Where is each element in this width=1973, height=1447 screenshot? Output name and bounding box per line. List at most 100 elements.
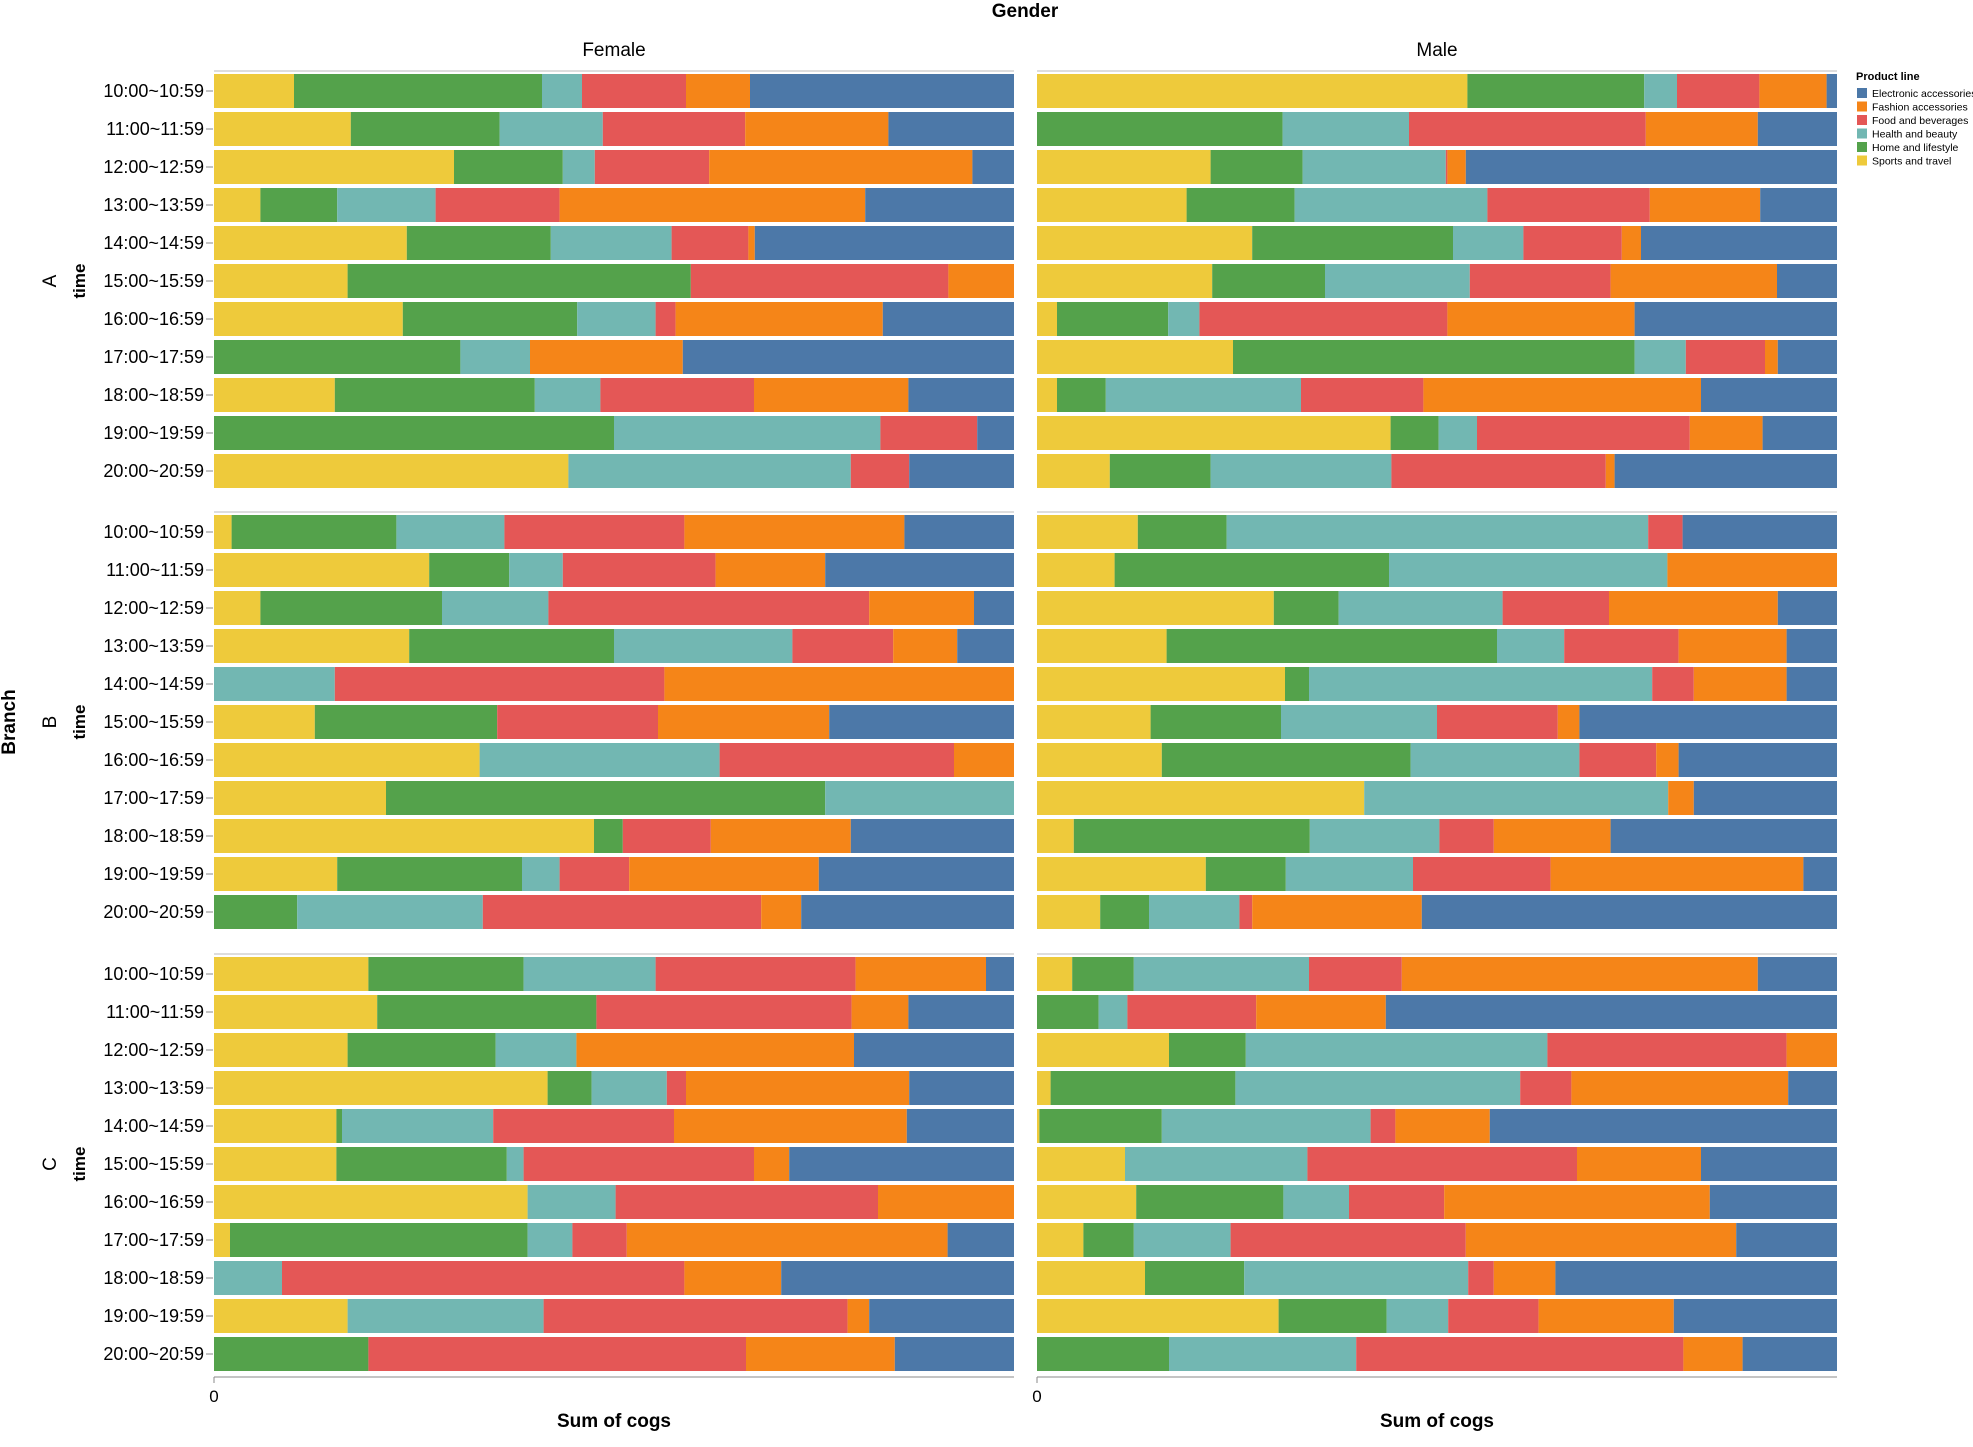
bar-segment-food-and-beverages	[1349, 1185, 1445, 1219]
bar-segment-food-and-beverages	[719, 743, 954, 777]
bar-segment-fashion-accessories	[674, 1109, 907, 1143]
bar-segment-home-and-lifestyle	[1073, 819, 1310, 853]
bar-segment-fashion-accessories	[1667, 553, 1837, 587]
bar-segment-health-and-beauty	[506, 1147, 524, 1181]
bar-segment-sports-and-travel	[1037, 895, 1101, 929]
bar-segment-electronic-accessories	[1555, 1261, 1837, 1295]
bar-segment-health-and-beauty	[1283, 1185, 1349, 1219]
bar-segment-fashion-accessories	[1571, 1071, 1789, 1105]
bar-segment-sports-and-travel	[1037, 1261, 1145, 1295]
bar-segment-sports-and-travel	[214, 226, 407, 260]
bar-segment-electronic-accessories	[1465, 150, 1837, 184]
bar-segment-sports-and-travel	[214, 74, 294, 108]
bar-segment-food-and-beverages	[1648, 515, 1683, 549]
bar-segment-sports-and-travel	[214, 1071, 548, 1105]
bar-segment-food-and-beverages	[690, 264, 949, 298]
bar-segment-fashion-accessories	[1610, 264, 1777, 298]
bar-segment-sports-and-travel	[1037, 629, 1167, 663]
bar-segment-fashion-accessories	[709, 150, 973, 184]
bar-segment-health-and-beauty	[527, 1223, 573, 1257]
bar-segment-electronic-accessories	[850, 819, 1014, 853]
bar-segment-sports-and-travel	[214, 743, 480, 777]
bar-segment-home-and-lifestyle	[214, 895, 298, 929]
bar-segment-home-and-lifestyle	[406, 226, 551, 260]
panel-a-male	[1037, 70, 1837, 488]
bar-segment-food-and-beverages	[1301, 378, 1424, 412]
bar-segment-health-and-beauty	[534, 378, 601, 412]
bar-segment-health-and-beauty	[542, 74, 582, 108]
bar-segment-health-and-beauty	[1282, 112, 1409, 146]
bar-segment-sports-and-travel	[1037, 857, 1206, 891]
bar-segment-electronic-accessories	[1693, 781, 1837, 815]
bar-segment-health-and-beauty	[1309, 819, 1440, 853]
bar-segment-food-and-beverages	[1579, 743, 1657, 777]
bar-segment-home-and-lifestyle	[1057, 302, 1169, 336]
bar-segment-fashion-accessories	[1759, 74, 1827, 108]
bar-segment-health-and-beauty	[1389, 553, 1668, 587]
bar-segment-home-and-lifestyle	[409, 629, 614, 663]
bar-segment-home-and-lifestyle	[1161, 743, 1411, 777]
bar-segment-home-and-lifestyle	[1186, 188, 1295, 222]
y-tick-label: 17:00~17:59	[103, 347, 204, 367]
bar-segment-food-and-beverages	[1468, 1261, 1494, 1295]
bar-segment-food-and-beverages	[615, 1185, 878, 1219]
bar-segment-food-and-beverages	[600, 378, 754, 412]
bar-segment-health-and-beauty	[1338, 591, 1503, 625]
bar-segment-food-and-beverages	[1652, 667, 1694, 701]
bar-segment-sports-and-travel	[214, 264, 348, 298]
bar-segment-sports-and-travel	[1037, 553, 1115, 587]
bar-segment-home-and-lifestyle	[1278, 1299, 1387, 1333]
bar-segment-home-and-lifestyle	[1037, 112, 1283, 146]
bar-segment-food-and-beverages	[622, 819, 711, 853]
bar-segment-fashion-accessories	[1423, 378, 1701, 412]
bar-segment-home-and-lifestyle	[260, 188, 338, 222]
legend-label: Sports and travel	[1872, 156, 1951, 168]
bar-segment-fashion-accessories	[1683, 1337, 1743, 1371]
bar-segment-health-and-beauty	[614, 416, 881, 450]
bar-segment-sports-and-travel	[1037, 515, 1138, 549]
y-tick-label: 11:00~11:59	[106, 1002, 204, 1022]
panel-b-female	[214, 511, 1014, 929]
bar-segment-electronic-accessories	[977, 416, 1014, 450]
bar-segment-fashion-accessories	[1786, 1033, 1837, 1067]
bar-segment-food-and-beverages	[1677, 74, 1760, 108]
bar-segment-sports-and-travel	[1037, 150, 1211, 184]
legend-label: Home and lifestyle	[1872, 142, 1959, 154]
bar-segment-fashion-accessories	[1252, 895, 1422, 929]
bar-segment-fashion-accessories	[746, 1337, 895, 1371]
bar-segment-electronic-accessories	[1579, 705, 1837, 739]
bar-segment-food-and-beverages	[594, 150, 710, 184]
bar-segment-food-and-beverages	[1370, 1109, 1396, 1143]
bar-segment-fashion-accessories	[1689, 416, 1763, 450]
bar-segment-sports-and-travel	[1037, 819, 1074, 853]
bar-segment-food-and-beverages	[435, 188, 560, 222]
bar-segment-health-and-beauty	[342, 1109, 494, 1143]
bar-segment-home-and-lifestyle	[1233, 340, 1635, 374]
y-tick-label: 13:00~13:59	[103, 1078, 204, 1098]
bar-segment-food-and-beverages	[1477, 416, 1690, 450]
bar-segment-electronic-accessories	[750, 74, 1014, 108]
bar-segment-health-and-beauty	[1410, 743, 1580, 777]
bar-segment-sports-and-travel	[1037, 264, 1213, 298]
bar-segment-home-and-lifestyle	[1109, 454, 1211, 488]
bar-segment-health-and-beauty	[1364, 781, 1669, 815]
bar-segment-health-and-beauty	[523, 957, 656, 991]
panel-top-border	[214, 70, 1014, 72]
bar-segment-fashion-accessories	[1447, 302, 1635, 336]
bar-segment-sports-and-travel	[1037, 1033, 1169, 1067]
bar-segment-electronic-accessories	[1742, 1337, 1837, 1371]
bar-segment-electronic-accessories	[1786, 629, 1837, 663]
panel-top-border	[214, 511, 1014, 513]
bar-segment-health-and-beauty	[347, 1299, 544, 1333]
y-tick-label: 19:00~19:59	[103, 1306, 204, 1326]
bar-segment-health-and-beauty	[1281, 705, 1437, 739]
bar-segment-fashion-accessories	[664, 667, 1014, 701]
panel-c-male: 0 Sum of cogs	[1032, 953, 1837, 1432]
y-tick-label: 12:00~12:59	[103, 598, 204, 618]
y-tick-label: 10:00~10:59	[103, 964, 204, 984]
legend-swatch	[1857, 142, 1867, 152]
bar-segment-fashion-accessories	[1465, 1223, 1737, 1257]
bar-segment-fashion-accessories	[1765, 340, 1778, 374]
bar-segment-food-and-beverages	[655, 957, 856, 991]
bar-segment-home-and-lifestyle	[1285, 667, 1309, 701]
